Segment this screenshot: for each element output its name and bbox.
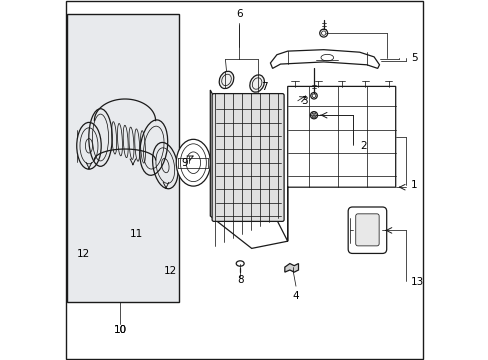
Text: 3: 3 bbox=[301, 96, 307, 106]
Text: 10: 10 bbox=[114, 325, 126, 336]
Text: 4: 4 bbox=[292, 291, 299, 301]
FancyBboxPatch shape bbox=[347, 207, 386, 253]
FancyBboxPatch shape bbox=[355, 214, 378, 246]
Text: 10: 10 bbox=[114, 325, 126, 336]
Text: 12: 12 bbox=[77, 249, 90, 259]
Polygon shape bbox=[270, 50, 379, 68]
Polygon shape bbox=[284, 264, 298, 272]
Text: 1: 1 bbox=[410, 180, 417, 190]
Polygon shape bbox=[210, 86, 395, 248]
Ellipse shape bbox=[219, 71, 233, 89]
Text: 8: 8 bbox=[236, 275, 243, 285]
Text: 12: 12 bbox=[164, 266, 177, 276]
Text: 6: 6 bbox=[235, 9, 242, 19]
FancyBboxPatch shape bbox=[67, 14, 179, 302]
Ellipse shape bbox=[176, 139, 210, 186]
Text: 13: 13 bbox=[410, 276, 424, 287]
Ellipse shape bbox=[249, 75, 264, 92]
Text: 9: 9 bbox=[182, 158, 188, 168]
Text: 11: 11 bbox=[130, 229, 143, 239]
Text: 5: 5 bbox=[410, 53, 417, 63]
Text: 7: 7 bbox=[261, 82, 267, 92]
Text: 2: 2 bbox=[360, 141, 366, 151]
FancyBboxPatch shape bbox=[212, 94, 284, 221]
